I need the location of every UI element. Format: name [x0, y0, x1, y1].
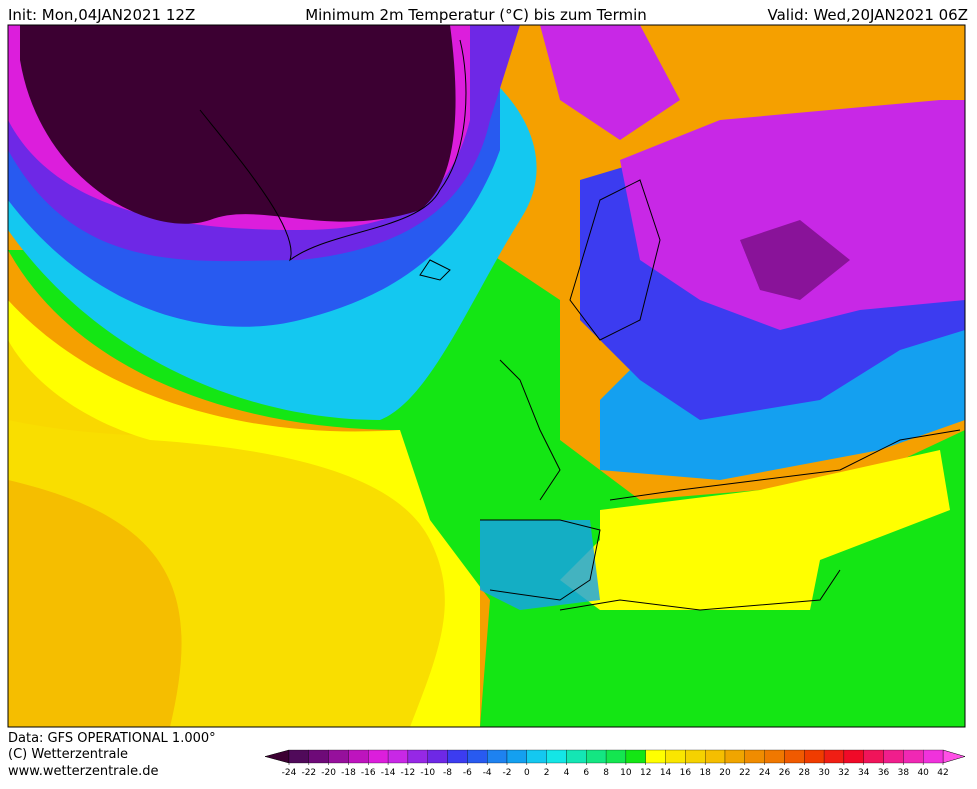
legend-tick-label: 24 — [759, 768, 771, 778]
legend-swatch — [903, 749, 924, 764]
legend-tick-label: -24 — [282, 768, 297, 778]
legend-tick-label: -4 — [483, 768, 492, 778]
legend-swatch — [348, 749, 369, 764]
map-title: Minimum 2m Temperatur (°C) bis zum Termi… — [305, 6, 647, 24]
legend-swatch — [447, 749, 468, 764]
legend-swatch — [843, 749, 864, 764]
color-legend: -24 -22 -20 -18 -16 -14 -12 -10 -8 -6 -4 -2 0 2 4 6 8 10 1… — [264, 749, 966, 778]
legend-tick-label: 0 — [524, 768, 530, 778]
legend-swatch — [645, 749, 666, 764]
legend-swatch — [546, 749, 567, 764]
legend-swatch — [823, 749, 845, 764]
legend-swatch — [586, 749, 607, 764]
legend-tick-label: 20 — [719, 768, 731, 778]
legend-under-arrow — [264, 749, 290, 764]
legend-tick-label: 30 — [818, 768, 830, 778]
legend-tick-label: -12 — [401, 768, 416, 778]
legend-tick-label: 26 — [779, 768, 791, 778]
legend-tick-label: -8 — [443, 768, 452, 778]
legend-swatch — [784, 749, 805, 764]
legend-swatch — [744, 749, 765, 764]
legend-tick-label: -2 — [503, 768, 512, 778]
legend-swatch — [566, 749, 587, 764]
legend-swatch — [804, 749, 825, 764]
legend-tick-label: 38 — [898, 768, 910, 778]
legend-tick-label: 2 — [544, 768, 550, 778]
legend-tick-label: -14 — [381, 768, 396, 778]
legend-swatch — [863, 749, 884, 764]
legend-swatch — [407, 749, 428, 764]
legend-tick-label: 12 — [640, 768, 651, 778]
legend-swatch — [605, 749, 627, 764]
legend-tick-label: 16 — [680, 768, 692, 778]
legend-tick-label: -18 — [341, 768, 356, 778]
website: www.wetterzentrale.de — [8, 764, 158, 779]
legend-tick-label: 22 — [739, 768, 750, 778]
legend-tick-label: 14 — [660, 768, 672, 778]
legend-swatch — [288, 749, 309, 764]
legend-swatch — [427, 749, 448, 764]
legend-swatch — [665, 749, 686, 764]
legend-tick-label: 6 — [583, 768, 589, 778]
legend-swatch — [724, 749, 745, 764]
legend-swatch — [883, 749, 904, 764]
legend-swatch — [923, 749, 944, 764]
legend-tick-label: 40 — [917, 768, 929, 778]
legend-swatch — [625, 749, 646, 764]
legend-tick-label: 8 — [603, 768, 609, 778]
legend-swatch — [368, 749, 389, 764]
legend-tick-label: 28 — [799, 768, 811, 778]
data-source: Data: GFS OPERATIONAL 1.000° — [8, 731, 216, 746]
legend-swatch — [387, 749, 409, 764]
legend-swatch — [685, 749, 706, 764]
legend-swatch — [526, 749, 547, 764]
legend-tick-label: 32 — [838, 768, 849, 778]
legend-tick-label: -20 — [321, 768, 336, 778]
copyright: (C) Wetterzentrale — [8, 747, 128, 762]
temperature-map — [8, 25, 965, 727]
legend-tick-label: 10 — [620, 768, 632, 778]
legend-over-arrow — [942, 749, 966, 764]
legend-tick-label: 36 — [878, 768, 890, 778]
valid-time: Valid: Wed,20JAN2021 06Z — [768, 6, 968, 24]
map-frame — [7, 24, 966, 728]
legend-swatch — [467, 749, 488, 764]
legend-swatch — [506, 749, 527, 764]
legend-swatch — [705, 749, 726, 764]
legend-tick-label: -10 — [420, 768, 435, 778]
legend-swatch — [328, 749, 349, 764]
init-time: Init: Mon,04JAN2021 12Z — [8, 6, 195, 24]
legend-tick-label: 18 — [699, 768, 711, 778]
legend-swatch — [487, 749, 508, 764]
legend-swatch — [308, 749, 329, 764]
legend-tick-label: 34 — [858, 768, 870, 778]
legend-tick-label: -22 — [301, 768, 316, 778]
legend-tick-label: -16 — [361, 768, 376, 778]
legend-tick-label: 4 — [564, 768, 570, 778]
legend-tick-label: 42 — [937, 768, 948, 778]
legend-swatch — [764, 749, 785, 764]
legend-tick-label: -6 — [463, 768, 472, 778]
